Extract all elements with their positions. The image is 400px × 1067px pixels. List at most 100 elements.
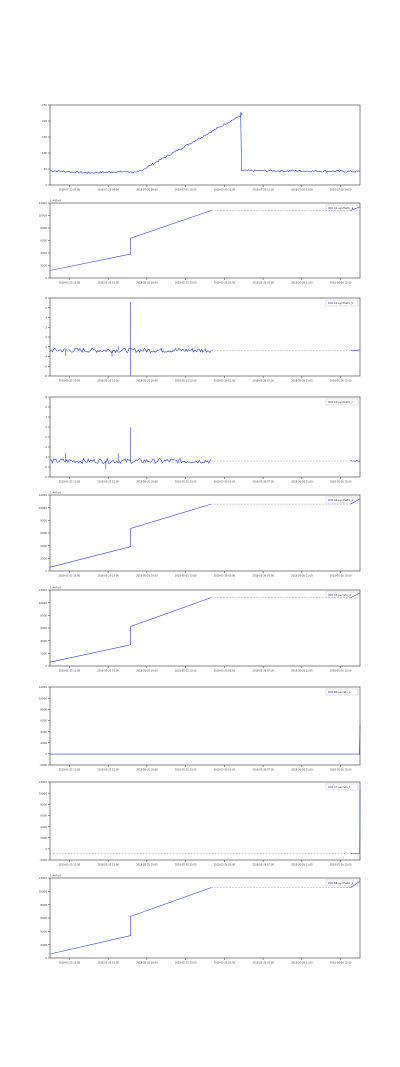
- x-tick-label: 2018-05-26 11:00: [291, 864, 313, 867]
- x-tick-label: 2018-05-25 19:00: [136, 962, 158, 965]
- x-tick-label: 2018-05-25 11:00: [59, 481, 81, 484]
- series-line-3: [350, 880, 361, 888]
- x-tick-label: 2018-05-26 07:00: [252, 962, 274, 965]
- legend: C3-synthetic_c: [325, 398, 359, 406]
- plot-frame: [49, 781, 361, 861]
- x-tick-label: 2018-05-26 07:00: [252, 864, 274, 867]
- y-tick-label: 2000: [40, 557, 47, 561]
- series-line-1: [49, 887, 212, 955]
- x-tick-label: 2018-05-26 11:00: [291, 282, 313, 285]
- y-tick-label: 0: [45, 956, 47, 960]
- y-tick-label: 0: [45, 752, 47, 756]
- x-tick-label: 2018-05-26 07:00: [252, 282, 274, 285]
- y-tick-label: 6000: [40, 814, 47, 818]
- x-tick-label: 2018-05-26 03:00: [214, 864, 236, 867]
- y-tick-label: 2: [45, 425, 47, 429]
- x-tick-label: 2018-05-25 19:00: [136, 864, 158, 867]
- series-line-3: [350, 206, 361, 211]
- y-tick-label: 10000: [39, 214, 48, 218]
- y-tick-label: 12000: [39, 685, 48, 689]
- x-tick-label: 2018-07-20 09:00: [136, 189, 158, 192]
- x-tick-label: 2018-05-25 15:00: [97, 670, 119, 673]
- x-tick-label: 2018-07-20 11:00: [214, 189, 236, 192]
- legend: C7-secrets_f: [325, 783, 359, 791]
- y-tick-label: 0: [45, 847, 47, 851]
- x-tick-label: 2018-05-26 15:00: [330, 670, 352, 673]
- y-tick-label: 4000: [40, 544, 47, 548]
- axis-offset-label: 1.497e9: [50, 586, 61, 590]
- x-tick-label: 2018-07-20 10:00: [175, 189, 197, 192]
- plot-frame: [49, 494, 361, 572]
- y-tick-label: 8000: [40, 519, 47, 523]
- y-tick-label: 4000: [40, 825, 47, 829]
- y-tick-label: 6: [45, 306, 47, 310]
- x-tick-label: 2018-05-26 15:00: [330, 864, 352, 867]
- x-tick-label: 2018-05-25 11:00: [59, 380, 81, 383]
- y-tick-label: 10000: [39, 696, 48, 700]
- y-tick-label: 2000: [40, 836, 47, 840]
- x-tick-label: 2018-05-25 15:00: [97, 769, 119, 772]
- y-tick-label: 12000: [39, 780, 48, 784]
- y-tick-label: 4000: [40, 251, 47, 255]
- series-line-1: [49, 457, 212, 465]
- x-tick-label: 2018-05-26 07:00: [252, 575, 274, 578]
- chart-panel-8: -2000 0 2000 4000 6000 8000 10000 12000 2018-05-…: [39, 780, 361, 867]
- chart-panel-2: 0 2000 4000 6000 8000 10000 12000 2018-05-25 11…: [39, 199, 361, 285]
- y-tick-label: 200: [42, 119, 47, 123]
- series-line-3: [350, 592, 361, 598]
- axis-offset-label: 1.497e9: [50, 199, 61, 203]
- legend-box: [325, 688, 359, 696]
- chart-panel-9: 0 2000 4000 6000 8000 10000 12000 2018-05-25 11…: [39, 874, 361, 965]
- y-tick-label: -4: [44, 355, 47, 359]
- x-tick-label: 2018-05-26 11:00: [291, 670, 313, 673]
- y-tick-label: 2000: [40, 943, 47, 947]
- plot-frame: [49, 686, 361, 766]
- y-tick-label: 50: [44, 167, 48, 171]
- x-tick-label: 2018-05-26 03:00: [214, 769, 236, 772]
- y-tick-label: 12000: [39, 876, 48, 880]
- y-tick-label: -6: [44, 465, 47, 469]
- axis-offset-label: 1.497e9: [50, 874, 61, 878]
- x-tick-label: 2018-05-25 11:00: [59, 962, 81, 965]
- x-tick-label: 2018-05-26 07:00: [252, 769, 274, 772]
- y-tick-label: -8: [44, 374, 47, 378]
- x-tick-label: 2018-05-25 11:00: [59, 670, 81, 673]
- y-tick-label: 0: [45, 664, 47, 668]
- series-line-1: [49, 597, 212, 663]
- y-tick-label: 6000: [40, 239, 47, 243]
- x-tick-label: 2018-05-25 11:00: [59, 769, 81, 772]
- series-line-3: [350, 349, 361, 352]
- legend-label: B6-secrets_e: [334, 690, 351, 694]
- x-tick-label: 2018-07-20 12:00: [252, 189, 274, 192]
- legend-label: B8-synthetic_g: [334, 881, 354, 885]
- legend-label: C1-synthetic_a: [334, 206, 354, 210]
- legend-box: [325, 879, 359, 887]
- y-tick-label: 4: [45, 316, 47, 320]
- y-tick-label: 8000: [40, 903, 47, 907]
- x-tick-label: 2018-07-20 07:00: [59, 189, 81, 192]
- series-line-2: [359, 725, 361, 755]
- x-tick-label: 2018-05-25 15:00: [97, 575, 119, 578]
- chart-panel-7: -2000 0 2000 4000 6000 8000 10000 12000 2018-05-…: [39, 685, 361, 772]
- y-tick-label: 0: [45, 183, 47, 187]
- legend-label: C3-synthetic_c: [334, 400, 354, 404]
- x-tick-label: 2018-05-25 23:00: [175, 282, 197, 285]
- legend: A4-synthetic_a: [325, 496, 359, 504]
- y-tick-label: 10000: [39, 506, 48, 510]
- y-tick-label: 6000: [40, 719, 47, 723]
- x-tick-label: 2018-05-26 15:00: [330, 962, 352, 965]
- y-tick-label: 6000: [40, 916, 47, 920]
- y-tick-label: -4: [44, 455, 47, 459]
- legend-box: [325, 299, 359, 307]
- x-tick-label: 2018-05-25 11:00: [59, 282, 81, 285]
- x-tick-label: 2018-05-26 07:00: [252, 380, 274, 383]
- x-tick-label: 2018-05-25 23:00: [175, 864, 197, 867]
- series-line-3: [350, 498, 361, 505]
- legend-box: [325, 398, 359, 406]
- x-tick-label: 2018-05-26 03:00: [214, 575, 236, 578]
- x-tick-label: 2018-05-25 19:00: [136, 380, 158, 383]
- y-tick-label: 8000: [40, 707, 47, 711]
- x-tick-label: 2018-05-25 23:00: [175, 670, 197, 673]
- x-tick-label: 2018-05-25 19:00: [136, 575, 158, 578]
- y-tick-label: -2000: [39, 763, 47, 767]
